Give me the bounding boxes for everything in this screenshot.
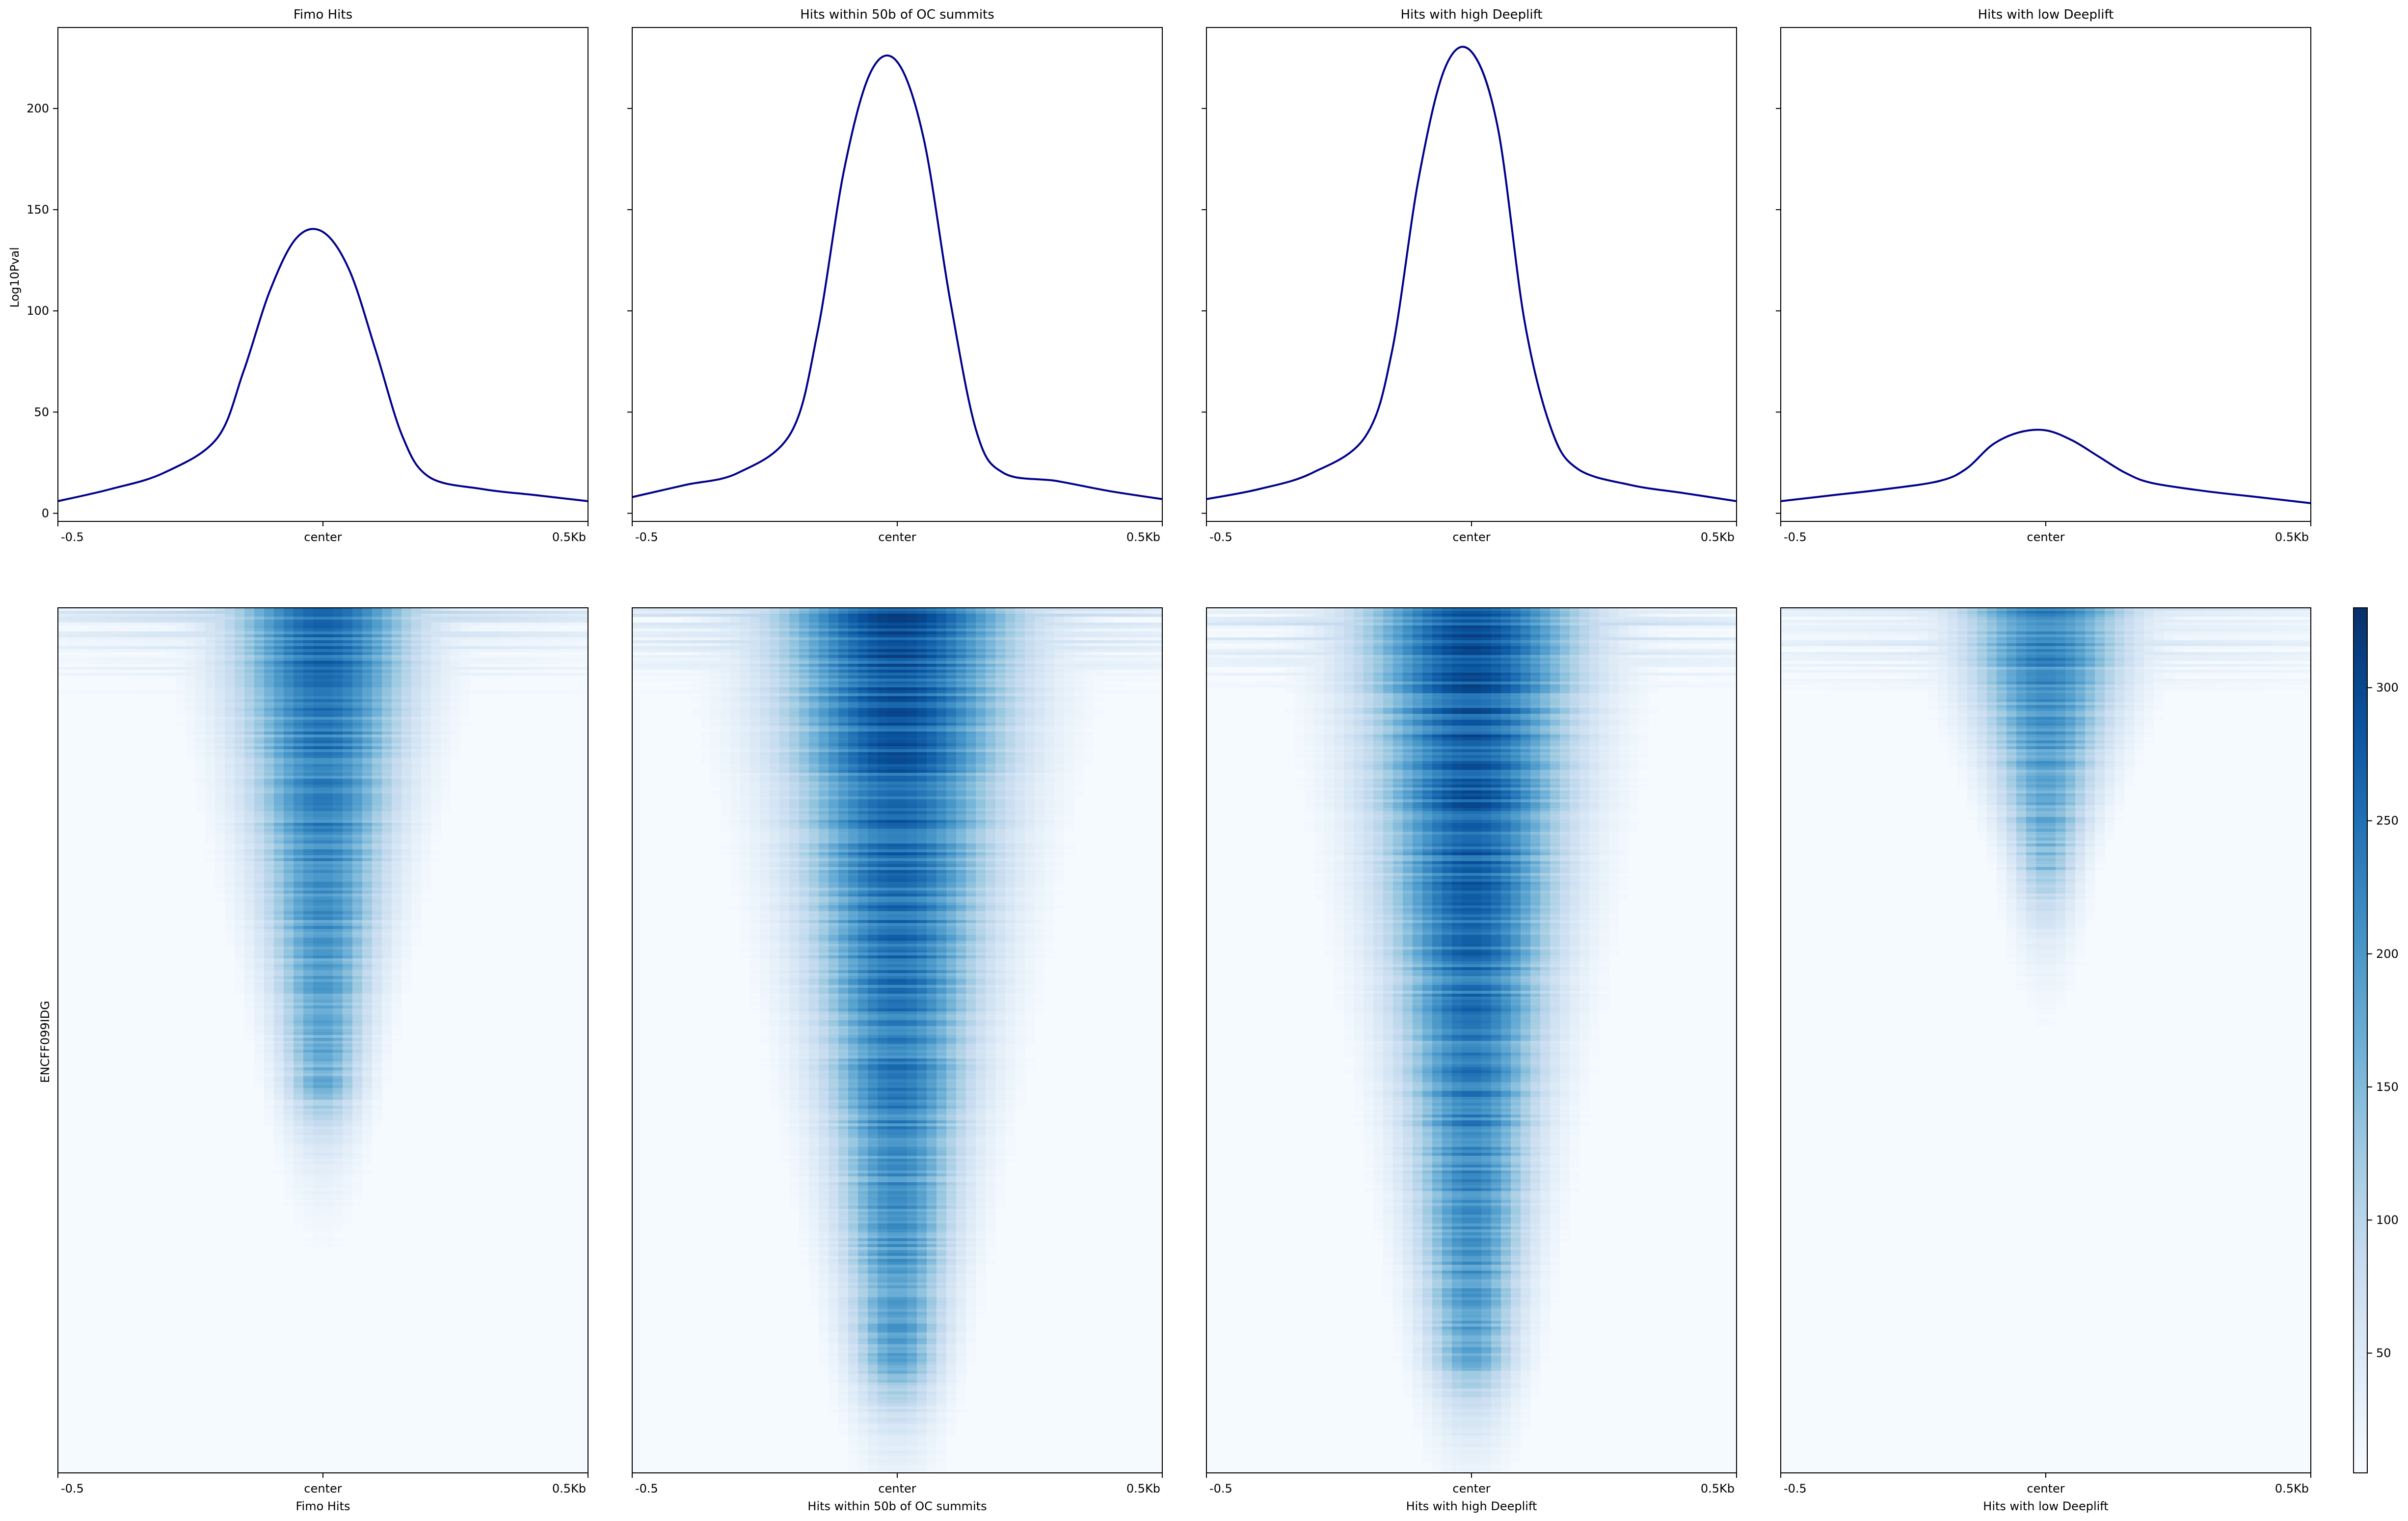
heatmap-plots: -0.5 center 0.5Kb Fimo Hits -0.5 center 0.5Kb H… bbox=[57, 607, 2311, 1513]
profile-panel-4: Hits with low Deeplift -0.5 center 0.5Kb bbox=[1776, 7, 2311, 544]
x-tick-label: center bbox=[878, 530, 916, 544]
profile-line bbox=[1780, 429, 2311, 504]
y-tick-label: 100 bbox=[27, 304, 49, 318]
heatmap-xlabel: Hits within 50b of OC summits bbox=[807, 1499, 987, 1513]
heatmap-panel-2: -0.5 center 0.5Kb Hits within 50b of OC sum… bbox=[632, 607, 1163, 1513]
profile-panel-2: Hits within 50b of OC summits -0.5 center 0… bbox=[627, 7, 1163, 544]
x-tick-label: center bbox=[1452, 530, 1490, 544]
profile-ylabel: Log10Pval bbox=[8, 247, 22, 307]
x-tick-label: center bbox=[878, 1482, 916, 1495]
y-tick-label: 200 bbox=[27, 102, 49, 115]
x-tick-label: 0.5Kb bbox=[552, 530, 586, 544]
x-tick-label: 0.5Kb bbox=[2275, 530, 2309, 544]
heatmap-xlabel: Hits with high Deeplift bbox=[1406, 1499, 1537, 1513]
y-tick-label: 150 bbox=[27, 203, 49, 217]
y-tick-label: 0 bbox=[42, 507, 49, 520]
colorbar-gradient bbox=[2353, 607, 2368, 1473]
x-tick-label: 0.5Kb bbox=[552, 1482, 586, 1495]
panel-title: Hits with high Deeplift bbox=[1400, 7, 1542, 22]
x-tick-label: -0.5 bbox=[1784, 1482, 1807, 1495]
panel-title: Hits with low Deeplift bbox=[1978, 7, 2114, 22]
profile-frame bbox=[1780, 27, 2311, 522]
x-tick-label: center bbox=[304, 530, 342, 544]
profile-line bbox=[57, 228, 589, 502]
x-tick-label: -0.5 bbox=[1209, 1482, 1232, 1495]
profile-panel-3: Hits with high Deeplift -0.5 center 0.5Kb bbox=[1202, 7, 1737, 544]
y-tick-label: 50 bbox=[34, 405, 49, 419]
heatmap-xlabel: Hits with low Deeplift bbox=[1983, 1499, 2108, 1513]
x-tick-label: center bbox=[1452, 1482, 1490, 1495]
x-tick-label: 0.5Kb bbox=[2275, 1482, 2309, 1495]
colorbar: 50 100 150 200 250 300 bbox=[2353, 607, 2399, 1473]
heatmap-panel-4: -0.5 center 0.5Kb Hits with low Deeplift bbox=[1780, 607, 2311, 1513]
colorbar-tick-label: 200 bbox=[2376, 947, 2399, 961]
x-tick-label: -0.5 bbox=[61, 1482, 84, 1495]
colorbar-tick-label: 150 bbox=[2376, 1080, 2399, 1094]
panel-title: Fimo Hits bbox=[294, 7, 352, 22]
heatmap-panel-1: -0.5 center 0.5Kb Fimo Hits bbox=[57, 607, 589, 1513]
heatmap-panel-3: -0.5 center 0.5Kb Hits with high Deeplift bbox=[1206, 607, 1737, 1513]
x-tick-label: center bbox=[2027, 1482, 2064, 1495]
colorbar-tick-label: 300 bbox=[2376, 681, 2399, 695]
x-tick-label: center bbox=[2027, 530, 2064, 544]
profile-frame bbox=[1206, 27, 1737, 522]
heatmap-xlabel: Fimo Hits bbox=[295, 1499, 350, 1513]
profile-line bbox=[1206, 46, 1737, 502]
x-tick-label: -0.5 bbox=[635, 1482, 658, 1495]
colorbar-tick-label: 250 bbox=[2376, 814, 2399, 828]
profile-frame bbox=[57, 27, 589, 522]
x-tick-label: -0.5 bbox=[635, 530, 658, 544]
x-tick-label: -0.5 bbox=[1209, 530, 1232, 544]
profile-panel-1: Fimo Hits 0 50 100 150 200 -0.5 center 0.5Kb bbox=[27, 7, 589, 544]
colorbar-tick-label: 100 bbox=[2376, 1213, 2399, 1227]
panel-title: Hits within 50b of OC summits bbox=[800, 7, 994, 22]
x-tick-label: -0.5 bbox=[1784, 530, 1807, 544]
x-tick-label: center bbox=[304, 1482, 342, 1495]
x-tick-label: 0.5Kb bbox=[1701, 1482, 1735, 1495]
heatmap-ylabel: ENCFF099IDG bbox=[38, 1001, 52, 1083]
axis-labels: Log10Pval ENCFF099IDG bbox=[8, 247, 52, 1083]
x-tick-label: 0.5Kb bbox=[1701, 530, 1735, 544]
x-tick-label: 0.5Kb bbox=[1126, 1482, 1160, 1495]
colorbar-tick-label: 50 bbox=[2376, 1346, 2391, 1360]
x-tick-label: -0.5 bbox=[61, 530, 84, 544]
x-tick-label: 0.5Kb bbox=[1126, 530, 1160, 544]
profile-line bbox=[632, 54, 1163, 500]
profile-frame bbox=[632, 27, 1163, 522]
